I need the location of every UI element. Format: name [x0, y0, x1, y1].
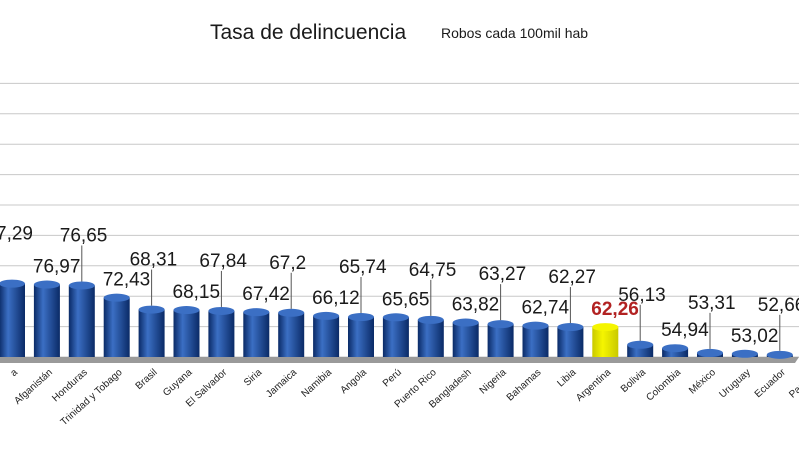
data-label: 53,02 — [731, 326, 779, 347]
category-label: Guyana — [161, 367, 195, 399]
chart-title: Tasa de delincuencia — [210, 21, 406, 44]
category-label: Bolivia — [619, 367, 649, 395]
data-label: 7,29 — [0, 224, 33, 245]
bar-cap — [0, 279, 25, 288]
bar-nigeria — [487, 324, 514, 357]
bar-cap — [731, 349, 758, 358]
category-label: Afganistán — [12, 367, 54, 407]
data-label: 65,65 — [382, 289, 430, 310]
bar-cap — [278, 308, 305, 317]
category-label: Paragua — [787, 367, 799, 401]
bar-cap — [382, 313, 409, 322]
bar-argentina — [592, 327, 619, 357]
category-label: Uruguay — [717, 367, 752, 400]
category-label: Jamaica — [264, 367, 299, 400]
bar-cap — [208, 306, 235, 315]
category-label: Angola — [339, 367, 370, 396]
bar-cap — [313, 311, 340, 320]
bar-bangladesh — [452, 322, 479, 357]
bar-jamaica — [278, 312, 305, 357]
category-label: Siria — [242, 367, 265, 389]
data-label: 64,75 — [409, 260, 457, 281]
bar-cap — [487, 320, 514, 329]
bar-cap — [627, 340, 654, 349]
data-label: 63,27 — [479, 264, 527, 285]
category-label: Ecuador — [753, 367, 789, 401]
bar-cap — [33, 280, 60, 289]
data-label: 67,2 — [269, 253, 306, 274]
chart-floor — [0, 357, 799, 363]
bar-cap — [348, 313, 374, 322]
bar-libia — [557, 327, 584, 357]
category-label: México — [687, 367, 718, 397]
category-label: Argentina — [574, 367, 613, 404]
category-label: Namibia — [299, 367, 334, 400]
data-label: 76,97 — [33, 257, 81, 278]
bar-trinidad-y-tobago — [103, 297, 130, 357]
bar-cap — [417, 315, 444, 324]
bar-cap — [138, 305, 165, 314]
bar-cap — [68, 281, 95, 290]
bar-cap — [766, 350, 793, 359]
data-label: 63,82 — [452, 295, 500, 316]
data-label: 53,31 — [688, 293, 736, 314]
bar-cap — [243, 308, 270, 317]
bar-colombia — [662, 348, 689, 357]
data-label: 62,26 — [591, 299, 639, 320]
bar-siria — [243, 312, 270, 357]
bar-el-salvador — [208, 310, 235, 357]
category-label: a — [9, 367, 21, 379]
data-label: 54,94 — [661, 320, 709, 341]
bar-puerto-rico — [417, 319, 444, 357]
bar-per- — [382, 317, 409, 357]
bar-cap — [697, 348, 723, 357]
bar-bahamas — [522, 325, 549, 357]
bar-angola — [348, 317, 374, 357]
bar-a — [0, 283, 25, 357]
category-label: Libia — [555, 367, 578, 390]
data-label: 68,15 — [173, 282, 221, 303]
bar-guyana — [173, 310, 200, 357]
bar-honduras — [68, 285, 95, 357]
bar-brasil — [138, 309, 165, 357]
category-label: Brasil — [134, 367, 160, 392]
category-label: Perú — [381, 367, 404, 389]
data-label: 68,31 — [130, 250, 178, 271]
data-label: 66,12 — [312, 288, 360, 309]
bar-cap — [452, 318, 479, 327]
bars — [0, 279, 793, 359]
bar-cap — [103, 293, 130, 302]
category-label: Trinidad y Tobago — [59, 367, 125, 428]
data-label: 76,65 — [60, 225, 108, 246]
gridlines — [0, 82, 799, 363]
data-label: 65,74 — [339, 257, 387, 278]
category-label: Nigeria — [478, 367, 509, 397]
bar-cap — [173, 306, 200, 315]
data-label: 67,42 — [242, 284, 290, 305]
data-label: 67,84 — [199, 251, 247, 272]
bar-cap — [522, 321, 549, 330]
data-label: 52,66 — [758, 295, 799, 316]
category-label: Bahamas — [505, 367, 544, 403]
data-label: 56,13 — [618, 285, 666, 306]
chart-subtitle: Robos cada 100mil hab — [441, 25, 588, 41]
bar-afganist-n — [33, 284, 60, 357]
data-label: 62,74 — [522, 298, 570, 319]
category-label: Colombia — [644, 367, 683, 404]
bar-cap — [592, 323, 619, 332]
bar-cap — [662, 344, 689, 353]
bar-namibia — [313, 315, 340, 357]
data-label: 72,43 — [103, 270, 151, 291]
data-label: 62,27 — [548, 267, 596, 288]
bar-cap — [557, 323, 584, 332]
